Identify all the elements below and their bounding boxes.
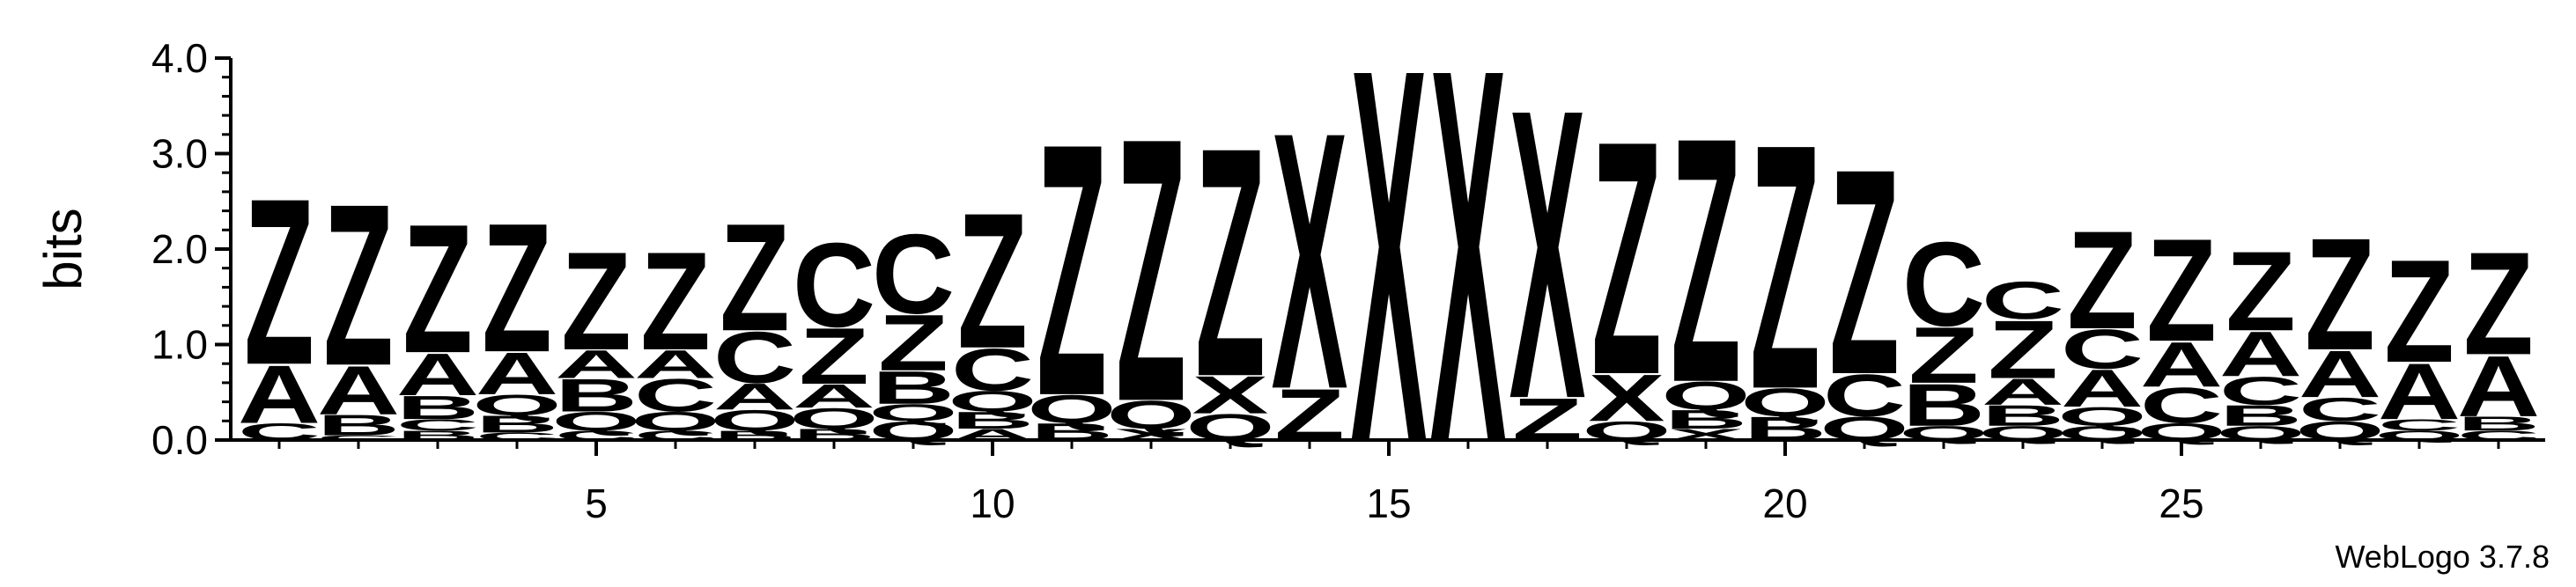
logo-letter-c: C — [1982, 270, 2064, 330]
logo-letter-a: A — [317, 352, 400, 429]
logo-letter-z: Z — [402, 186, 473, 392]
logo-letter-q: Q — [472, 389, 561, 422]
logo-letter-z: Z — [2305, 205, 2375, 384]
logo-letter-b: B — [396, 389, 479, 426]
logo-letter-z: Z — [1671, 65, 1741, 455]
logo-letter-c: C — [396, 416, 479, 434]
y-axis-label: bits — [33, 208, 92, 290]
logo-letter-z: Z — [244, 149, 314, 415]
logo-letter-b: B — [476, 411, 558, 437]
logo-letter-z: Z — [1750, 72, 1820, 462]
weblogo-credit: WebLogo 3.7.8 — [2335, 539, 2550, 575]
logo-letter-z: Z — [1591, 73, 1662, 445]
logo-letter-x: X — [1192, 365, 1269, 425]
logo-letter-q: Q — [631, 407, 720, 437]
logo-letter-q: Q — [868, 400, 957, 426]
logo-letter-b: B — [2457, 412, 2540, 435]
logo-letter-b: B — [317, 409, 400, 442]
logo-letter-b: B — [1664, 405, 1747, 435]
logo-letter-c: C — [317, 434, 400, 442]
logo-letter-q: Q — [1740, 380, 1829, 425]
logo-letter-b: B — [951, 407, 1034, 433]
logo-letter-q: Q — [2057, 401, 2146, 431]
logo-letter-a: A — [2457, 338, 2540, 435]
logo-letter-c: C — [2299, 391, 2381, 428]
logo-letter-z: Z — [1988, 304, 2058, 396]
logo-letter-c: C — [1902, 217, 1985, 351]
x-tick-label: 25 — [2159, 481, 2203, 526]
logo-letter-a: A — [396, 341, 479, 408]
logo-letter-z: Z — [640, 222, 711, 378]
x-tick-label: 15 — [1366, 481, 1411, 526]
logo-letter-q: Q — [551, 407, 640, 437]
logo-letter-z: Z — [1195, 79, 1266, 444]
logo-letter-z: Z — [561, 222, 631, 378]
logo-letter-z: Z — [2463, 222, 2534, 385]
y-tick-label: 2.0 — [151, 226, 208, 272]
logo-letter-q: Q — [1661, 373, 1750, 418]
logo-letter-x: X — [1430, 0, 1508, 554]
logo-letter-b: B — [555, 370, 638, 422]
logo-letter-a: A — [2299, 337, 2381, 412]
logo-letter-q: Q — [1106, 393, 1195, 437]
logo-letter-q: Q — [789, 402, 878, 435]
logo-letter-a: A — [713, 376, 796, 418]
logo-letter-c: C — [2219, 369, 2302, 414]
logo-letter-z: Z — [1908, 310, 1979, 400]
logo-letter-b: B — [1902, 372, 1985, 439]
logo-letter-a: A — [1982, 371, 2064, 413]
logo-letter-a: A — [476, 341, 558, 407]
logo-letter-z: Z — [323, 156, 394, 414]
logo-letter-c: C — [1823, 363, 1906, 429]
y-tick-label: 1.0 — [151, 322, 208, 368]
logo-letter-z: Z — [720, 192, 790, 363]
y-tick-label: 0.0 — [151, 417, 208, 463]
logo-letter-z: Z — [2067, 202, 2137, 358]
logo-letter-q: Q — [710, 404, 799, 437]
logo-letter-z: Z — [1037, 70, 1107, 472]
logo-letter-z: Z — [2225, 229, 2296, 355]
logo-letter-x: X — [1509, 24, 1587, 486]
logo-letter-a: A — [2061, 358, 2144, 418]
logo-letter-z: Z — [799, 311, 869, 400]
logo-letter-a: A — [2219, 319, 2302, 390]
logo-letter-c: C — [951, 337, 1034, 404]
logo-letter-x: X — [1272, 57, 1349, 466]
logo-letter-z: Z — [2146, 209, 2217, 372]
logo-letter-q: Q — [1027, 386, 1116, 431]
x-tick-label: 10 — [970, 481, 1015, 526]
logo-letter-a: A — [2140, 329, 2223, 400]
logo-letter-a: A — [2378, 347, 2461, 437]
logo-letter-z: Z — [1116, 60, 1186, 481]
logo-axes: 0.0 1.0 2.0 3.0 4.0 5 10 15 20 25 — [151, 35, 2545, 526]
logo-letter-c: C — [2061, 318, 2144, 380]
logo-letter-c: C — [872, 211, 955, 337]
logo-letter-z: Z — [2384, 230, 2454, 393]
logo-letter-c: C — [2378, 416, 2461, 434]
logo-letter-z: Z — [482, 184, 552, 390]
x-tick-label: 20 — [1762, 481, 1807, 526]
logo-letter-a: A — [238, 349, 321, 441]
logo-letter-b: B — [2219, 400, 2302, 432]
logo-letter-a: A — [634, 341, 717, 386]
logo-letter-q: Q — [948, 385, 1037, 418]
x-tick-label: 5 — [585, 481, 608, 526]
logo-letter-z: Z — [1829, 107, 1900, 436]
logo-letter-a: A — [555, 341, 638, 386]
logo-letter-c: C — [713, 317, 796, 399]
logo-letter-c: C — [634, 370, 717, 422]
logo-letter-c: C — [793, 218, 875, 352]
logo-letter-b: B — [872, 362, 955, 414]
logo-letter-x: X — [1351, 0, 1428, 554]
y-tick-label: 4.0 — [151, 35, 208, 81]
logo-letter-z: Z — [878, 297, 948, 387]
logo-letter-a: A — [793, 378, 875, 415]
logo-letter-c: C — [2140, 378, 2223, 434]
logo-letter-z: Z — [957, 172, 1028, 389]
logo-glyphs: CAZCBAZBCBAZCBQAZCQBAZCQCAZBQACZBQAZCQQB… — [238, 0, 2540, 554]
y-tick-label: 3.0 — [151, 131, 208, 177]
logo-letter-x: X — [1589, 361, 1665, 436]
logo-letter-b: B — [1982, 400, 2064, 432]
